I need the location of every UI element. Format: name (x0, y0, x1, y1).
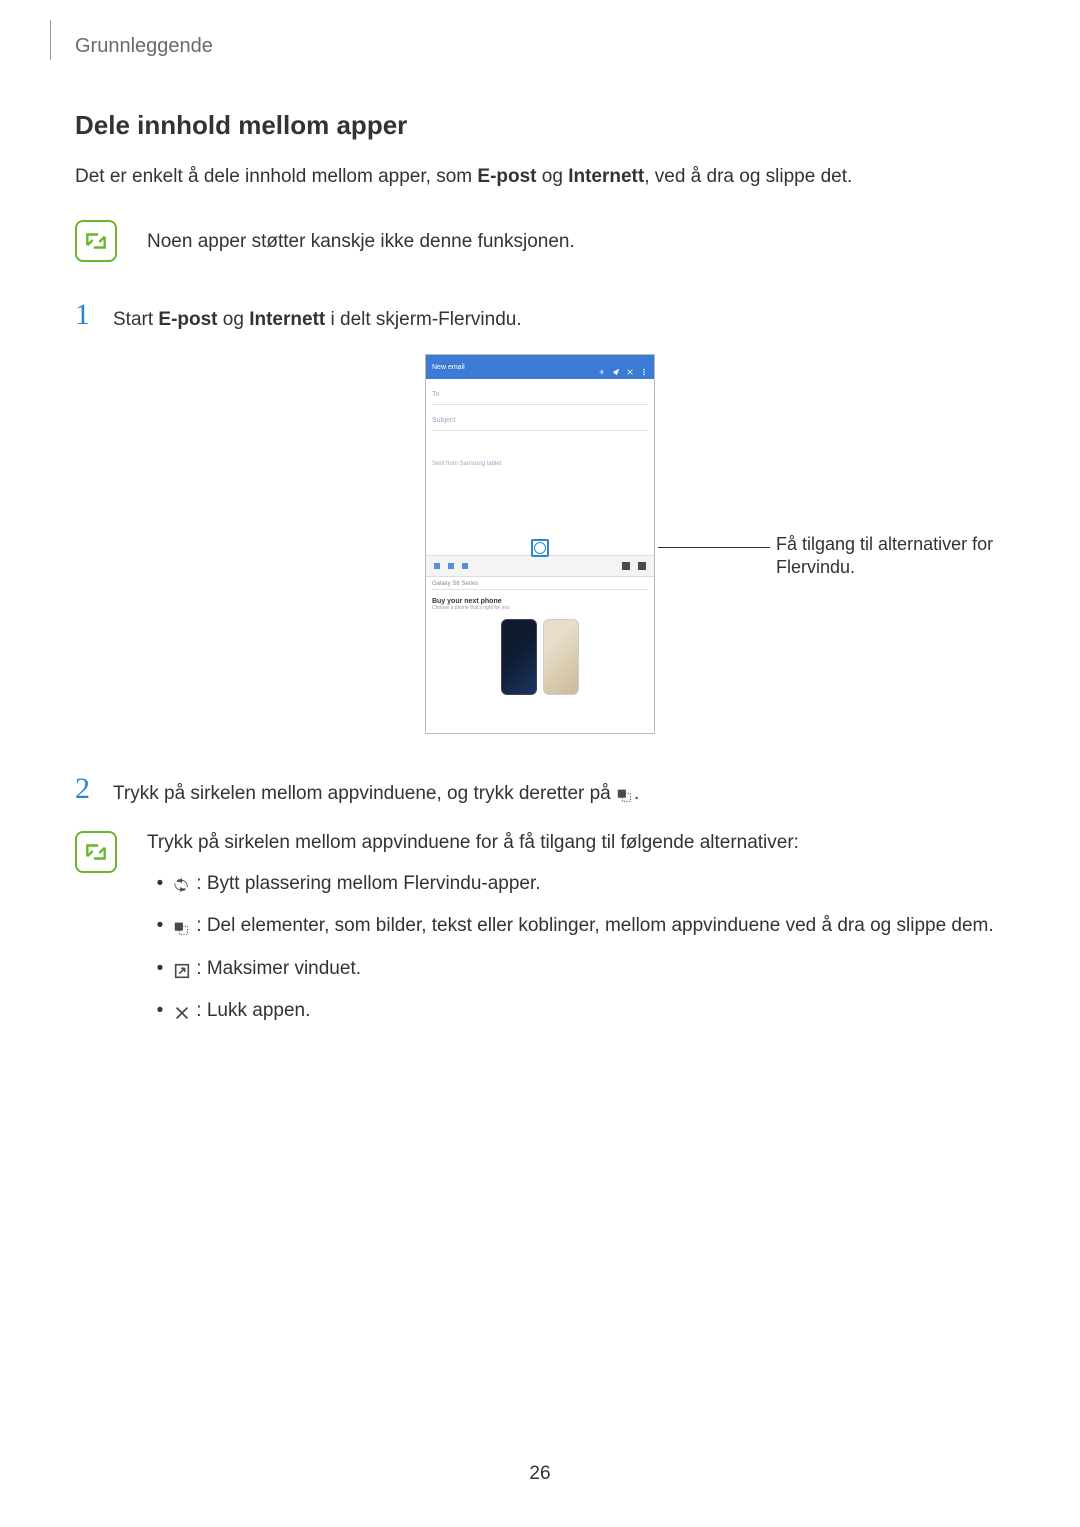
mock-phone-black (501, 619, 537, 695)
bullet-close-text: : Lukk appen. (191, 1000, 310, 1021)
breadcrumb: Grunnleggende (75, 35, 213, 58)
mock-home-icon (462, 563, 468, 569)
bullet-dot: • (147, 996, 173, 1026)
note-icon (75, 831, 117, 873)
step2-text-part: . (634, 783, 639, 804)
mock-browser-toolbar (426, 555, 654, 577)
step-1-text: Start E-post og Internett i delt skjerm-… (113, 300, 522, 335)
drag-content-icon (173, 917, 191, 935)
note2-lead: Trykk på sirkelen mellom appvinduene for… (147, 829, 1005, 858)
note-icon (75, 220, 117, 262)
mock-to-field: To (432, 379, 648, 405)
mock-browser-nav (434, 563, 468, 569)
intro-text-part: , ved å dra og slippe det. (644, 166, 852, 187)
mock-phone-white (543, 619, 579, 695)
mock-header-icons (598, 363, 648, 371)
page-left-border (50, 20, 51, 60)
intro-paragraph: Det er enkelt å dele innhold mellom appe… (75, 163, 1005, 192)
intro-text-part: Det er enkelt å dele innhold mellom appe… (75, 166, 477, 187)
mock-send-icon (612, 363, 620, 371)
mock-browser-tab: Galaxy S6 Series (432, 581, 648, 590)
note-body: Trykk på sirkelen mellom appvinduene for… (147, 829, 1005, 1039)
step1-text-part: og (218, 309, 250, 330)
mock-split-screen: New email To Subject Sent from Samsung t… (425, 354, 655, 734)
options-list: • : Bytt plassering mellom Flervindu-app… (147, 869, 1005, 1027)
mock-lower-subtitle: Choose a phone that's right for you (432, 605, 648, 611)
list-item: • : Lukk appen. (147, 996, 1005, 1026)
close-icon (173, 1002, 191, 1020)
page-number: 26 (0, 1463, 1080, 1485)
intro-bold-internett: Internett (568, 166, 644, 187)
step-2: 2 Trykk på sirkelen mellom appvinduene, … (75, 774, 1005, 809)
intro-text-part: og (537, 166, 569, 187)
mock-back-icon (434, 563, 440, 569)
bullet-swap-text: : Bytt plassering mellom Flervindu-apper… (191, 873, 541, 894)
mock-email-header: New email (426, 355, 654, 379)
list-item: • : Bytt plassering mellom Flervindu-app… (147, 869, 1005, 899)
mock-tabs-icon (638, 562, 646, 570)
bullet-max-text: : Maksimer vinduet. (191, 958, 361, 979)
section-title: Dele innhold mellom apper (75, 110, 1005, 141)
page-content: Dele innhold mellom apper Det er enkelt … (75, 110, 1005, 1039)
note-block-2: Trykk på sirkelen mellom appvinduene for… (75, 829, 1005, 1039)
step1-text-part: i delt skjerm-Flervindu. (325, 309, 521, 330)
mock-attach-icon (598, 363, 606, 371)
mock-subject-field: Subject (432, 405, 648, 431)
mock-bookmark-icon (622, 562, 630, 570)
step1-text-part: Start (113, 309, 158, 330)
step-1: 1 Start E-post og Internett i delt skjer… (75, 300, 1005, 335)
callout-text: Få tilgang til alternativer for Flervind… (776, 533, 1036, 580)
drag-content-icon (616, 785, 634, 803)
mock-forward-icon (448, 563, 454, 569)
intro-bold-epost: E-post (477, 166, 536, 187)
step1-bold-epost: E-post (158, 309, 217, 330)
note-block-1: Noen apper støtter kanskje ikke denne fu… (75, 220, 1005, 262)
mock-browser-content: Galaxy S6 Series Buy your next phone Cho… (426, 577, 654, 733)
list-item: • : Maksimer vinduet. (147, 954, 1005, 984)
mock-phone-images (432, 619, 648, 695)
step-2-text: Trykk på sirkelen mellom appvinduene, og… (113, 774, 639, 809)
step-number-2: 2 (75, 774, 113, 804)
step1-bold-internett: Internett (249, 309, 325, 330)
bullet-drag-text: : Del elementer, som bilder, tekst eller… (191, 915, 994, 936)
screenshot-figure: New email To Subject Sent from Samsung t… (75, 354, 1005, 734)
list-item: • : Del elementer, som bilder, tekst ell… (147, 911, 1005, 941)
step2-text-part: Trykk på sirkelen mellom appvinduene, og… (113, 783, 616, 804)
mock-lower-title: Buy your next phone (432, 598, 648, 605)
mock-body-text: Sent from Samsung tablet (432, 461, 648, 467)
step-number-1: 1 (75, 300, 113, 330)
mock-browser-actions (622, 562, 646, 570)
bullet-dot: • (147, 869, 173, 899)
mock-more-icon (640, 363, 648, 371)
mock-close-icon (626, 363, 634, 371)
bullet-dot: • (147, 911, 173, 941)
mock-header-label: New email (432, 364, 465, 371)
multiwindow-handle[interactable] (531, 539, 549, 557)
swap-windows-icon (173, 875, 191, 893)
bullet-dot: • (147, 954, 173, 984)
note-text-1: Noen apper støtter kanskje ikke denne fu… (147, 220, 575, 257)
maximize-icon (173, 960, 191, 978)
callout-line (658, 547, 770, 548)
